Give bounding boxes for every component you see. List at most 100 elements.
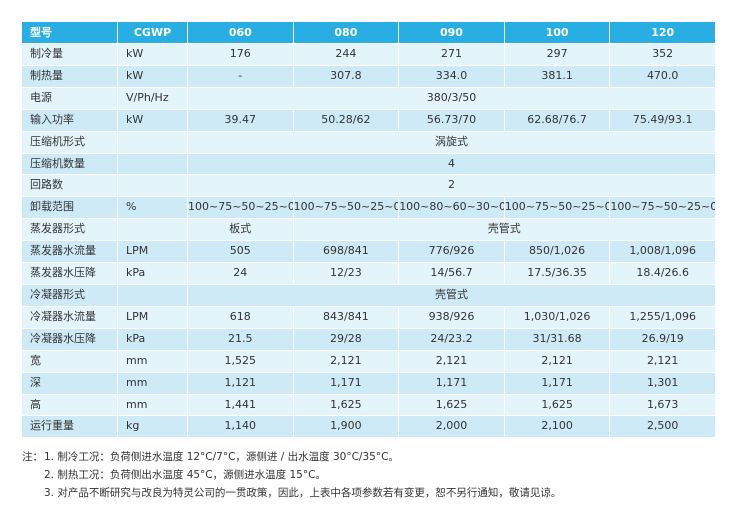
row-unit: kW: [118, 44, 188, 66]
table-cell: 板式: [188, 219, 294, 242]
table-cell: 1,625: [504, 394, 611, 417]
table-cell: 2,121: [610, 350, 716, 373]
table-cell: 698/841: [293, 241, 400, 264]
table-cell: 938/926: [399, 306, 505, 329]
table-cell: 1,625: [293, 394, 400, 417]
table-cell: 271: [399, 44, 505, 66]
table-cell: 850/1,026: [504, 241, 611, 264]
row-unit: [118, 284, 188, 307]
table-cell: 24/23.2: [399, 328, 505, 351]
table-row: 高 mm 1,441 1,625 1,625 1,625 1,673: [22, 394, 716, 417]
header-model-090: 090: [399, 22, 505, 44]
row-unit: LPM: [118, 306, 188, 329]
row-label: 运行重量: [22, 416, 118, 439]
note-row: 3. 对产品不断研究与改良为特灵公司的一贯政策，因此，上表中各项参数若有变更，恕…: [22, 484, 561, 502]
row-unit: kW: [118, 65, 188, 88]
table-cell: 470.0: [610, 65, 716, 88]
table-cell: 297: [504, 44, 611, 66]
table-cell: 1,121: [188, 372, 294, 395]
row-unit: kW: [118, 109, 188, 132]
table-row: 蒸发器水压降 kPa 24 12/23 14/56.7 17.5/36.35 18.4/26…: [22, 263, 716, 285]
table-row: 冷凝器水流量 LPM 618 843/841 938/926 1,030/1,026 1,2…: [22, 306, 716, 329]
header-model-080: 080: [293, 22, 400, 44]
table-cell: 17.5/36.35: [504, 263, 611, 285]
table-cell: 18.4/26.6: [610, 263, 716, 285]
row-unit: mm: [118, 394, 188, 417]
table-row: 制热量 kW -307.8 334.0 381.1 470.0: [22, 65, 716, 88]
row-unit: kg: [118, 416, 188, 439]
table-row: 蒸发器水流量 LPM 505 698/841 776/926 850/1,026 1,008…: [22, 241, 716, 264]
row-unit: kPa: [118, 263, 188, 285]
table-cell: 352: [610, 44, 716, 66]
header-model-100: 100: [504, 22, 611, 44]
table-row: 电源 V/Ph/Hz 380/3/50: [22, 87, 716, 110]
row-label: 冷凝器水压降: [22, 328, 118, 351]
table-cell: 2,121: [399, 350, 505, 373]
row-label: 深: [22, 372, 118, 395]
merged-cell: 壳管式: [293, 219, 716, 242]
table-row: 压缩机数量 4: [22, 153, 716, 176]
row-label: 高: [22, 394, 118, 417]
table-cell: 56.73/70: [399, 109, 505, 132]
table-cell: 2,500: [610, 416, 716, 439]
table-cell: 618: [188, 306, 294, 329]
table-body: 制冷量 kW 176 244 271 297 352 制热量 kW -307.8 334.0 381.…: [22, 44, 716, 439]
table-cell: 1,008/1,096: [610, 241, 716, 264]
row-label: 制热量: [22, 65, 118, 88]
row-label: 回路数: [22, 175, 118, 198]
row-unit: %: [118, 197, 188, 220]
row-label: 蒸发器水流量: [22, 241, 118, 264]
spec-table: 型号 CGWP 060 080 090 100 120 制冷量 kW 176 244 2…: [22, 22, 716, 439]
row-unit: kPa: [118, 328, 188, 351]
header-model-060: 060: [188, 22, 294, 44]
table-cell: 1,140: [188, 416, 294, 439]
row-label: 卸载范围: [22, 197, 118, 220]
table-cell: 100~75~50~25~0: [610, 197, 716, 220]
table-row: 深 mm 1,121 1,171 1,171 1,171 1,301: [22, 372, 716, 395]
merged-cell: 壳管式: [188, 284, 716, 307]
table-cell: 21.5: [188, 328, 294, 351]
table-row: 宽 mm 1,525 2,121 2,121 2,121 2,121: [22, 350, 716, 373]
table-cell: 1,301: [610, 372, 716, 395]
notes-indent: [22, 466, 44, 484]
header-model-120: 120: [610, 22, 716, 44]
table-cell: 100~75~50~25~0: [504, 197, 611, 220]
note-row: 2. 制热工况：负荷侧出水温度 45°C，源侧进水温度 15°C。: [22, 466, 561, 484]
table-row: 冷凝器水压降 kPa 21.5 29/28 24/23.2 31/31.68 26.9/19: [22, 328, 716, 351]
row-label: 蒸发器形式: [22, 219, 118, 242]
table-cell: 29/28: [293, 328, 400, 351]
table-cell: 505: [188, 241, 294, 264]
row-unit: [118, 219, 188, 242]
table-cell: 24: [188, 263, 294, 285]
notes-prefix: 注：: [22, 451, 43, 463]
table-row: 压缩机形式 涡旋式: [22, 131, 716, 154]
row-label: 输入功率: [22, 109, 118, 132]
table-cell: 62.68/76.7: [504, 109, 611, 132]
table-cell: 1,625: [399, 394, 505, 417]
row-unit: [118, 153, 188, 176]
table-cell: 26.9/19: [610, 328, 716, 351]
row-label: 压缩机数量: [22, 153, 118, 176]
table-cell: -: [188, 65, 294, 88]
header-series: CGWP: [118, 22, 188, 44]
row-unit: LPM: [118, 241, 188, 264]
note-text: 1. 制冷工况：负荷侧进水温度 12°C/7°C，源侧进 / 出水温度 30°C…: [44, 451, 399, 463]
table-cell: 31/31.68: [504, 328, 611, 351]
table-header-row: 型号 CGWP 060 080 090 100 120: [22, 22, 716, 44]
table-cell: 50.28/62: [293, 109, 400, 132]
table-cell: 334.0: [399, 65, 505, 88]
table-cell: 1,171: [504, 372, 611, 395]
table-cell: 1,441: [188, 394, 294, 417]
table-row: 冷凝器形式 壳管式: [22, 284, 716, 307]
table-cell: 2,121: [293, 350, 400, 373]
row-label: 电源: [22, 87, 118, 110]
row-unit: mm: [118, 350, 188, 373]
merged-cell: 涡旋式: [188, 131, 716, 154]
table-cell: 2,100: [504, 416, 611, 439]
notes: 注： 1. 制冷工况：负荷侧进水温度 12°C/7°C，源侧进 / 出水温度 3…: [22, 448, 561, 502]
merged-cell: 2: [188, 175, 716, 198]
note-row: 注： 1. 制冷工况：负荷侧进水温度 12°C/7°C，源侧进 / 出水温度 3…: [22, 448, 561, 466]
table-cell: 381.1: [504, 65, 611, 88]
table-cell: 12/23: [293, 263, 400, 285]
table-cell: 1,673: [610, 394, 716, 417]
